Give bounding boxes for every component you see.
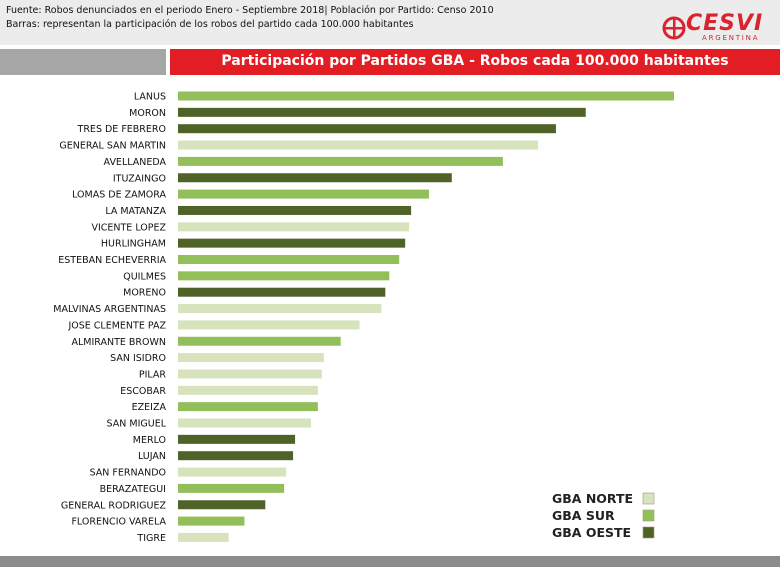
bar [178,124,556,134]
bar [178,156,503,166]
category-label: BERAZATEGUI [100,484,166,495]
bar [178,500,266,510]
category-label: SAN FERNANDO [90,468,166,479]
source-note: Fuente: Robos denunciados en el periodo … [6,4,494,32]
bar [178,238,406,248]
category-label: GENERAL RODRIGUEZ [61,500,167,511]
legend-label: GBA NORTE [552,491,633,506]
bar [178,434,296,444]
legend-swatch [642,509,655,522]
category-label: SAN ISIDRO [110,353,166,364]
category-label: AVELLANEDA [104,157,167,168]
bar [178,353,324,363]
legend-swatch [642,526,655,539]
category-label: LUJAN [138,451,166,462]
logo-emblem-icon [662,16,686,40]
chart-title: Participación por Partidos GBA - Robos c… [170,49,780,75]
category-label: MORON [129,108,166,119]
category-label: MORENO [123,288,166,299]
bar [178,320,360,330]
legend-label: GBA SUR [552,508,615,523]
category-label: ITUZAINGO [113,173,166,184]
bar [178,516,245,526]
category-label: VICENTE LOPEZ [91,222,166,233]
category-label: TRES DE FEBRERO [77,124,166,135]
category-label: GENERAL SAN MARTIN [59,141,166,152]
bar-chart: LANUS MORON TRES DE FEBRERO GENERAL SAN MAR… [53,91,674,544]
bar [178,418,311,428]
bar [178,173,452,183]
logo-wordmark: CESVI [686,11,764,36]
category-label: MALVINAS ARGENTINAS [53,304,166,315]
source-line-2: Barras: representan la participación de … [6,19,414,30]
bar [178,385,318,395]
bar [178,483,285,493]
bar [178,205,412,215]
legend-label: GBA OESTE [552,525,631,540]
category-label: LOMAS DE ZAMORA [72,190,166,201]
source-line-1: Fuente: Robos denunciados en el periodo … [6,5,494,16]
category-label: TIGRE [136,533,166,544]
bar [178,255,400,264]
category-label: SAN MIGUEL [107,419,167,430]
category-label: ALMIRANTE BROWN [71,337,166,348]
bar [178,451,294,461]
cesvi-logo: CESVI ARGENTINA [662,11,774,42]
bar [178,140,539,150]
footer-band [0,556,780,567]
bar [178,189,429,199]
category-label: JOSE CLEMENTE PAZ [67,320,166,331]
category-label: ESTEBAN ECHEVERRIA [58,255,166,266]
category-label: ESCOBAR [120,386,166,397]
bar [178,271,390,281]
category-label: LANUS [134,92,166,103]
category-label: HURLINGHAM [101,239,166,250]
bar [178,336,341,346]
category-label: QUILMES [123,271,166,282]
bar [178,91,674,101]
legend-swatch [642,492,655,505]
bar [178,304,382,314]
category-label: MERLO [133,435,166,446]
category-label: FLORENCIO VARELA [71,517,166,528]
title-side-bar [0,49,166,75]
header-band: Fuente: Robos denunciados en el periodo … [0,0,780,45]
category-label: PILAR [139,369,167,380]
bar [178,467,287,477]
category-label: LA MATANZA [105,206,166,217]
bar [178,402,318,412]
bar [178,369,322,379]
bar [178,222,410,232]
category-label: EZEIZA [132,402,167,413]
bar [178,532,229,542]
bar [178,107,586,117]
bar [178,287,386,297]
logo-subtitle: ARGENTINA [702,34,760,42]
